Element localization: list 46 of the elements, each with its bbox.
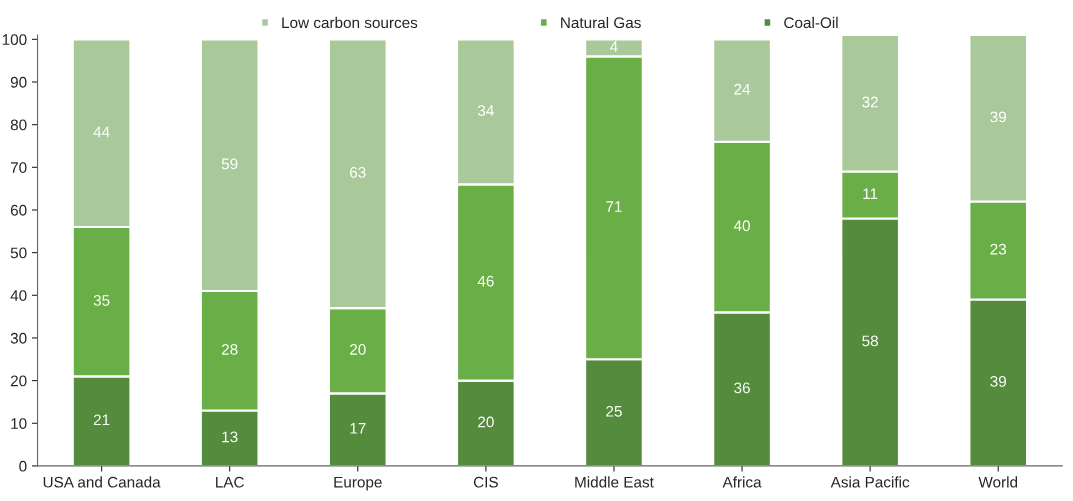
x-tick-label: World (978, 476, 1018, 488)
data-label: 58 (862, 335, 878, 347)
y-tick-label: 40 (10, 290, 27, 301)
data-label: 11 (863, 188, 878, 199)
data-label: 39 (990, 376, 1006, 387)
data-label: 40 (733, 220, 750, 232)
legend-label: Coal-Oil (784, 16, 838, 29)
data-label: 39 (990, 111, 1006, 123)
data-label: 24 (734, 83, 751, 95)
data-label: 25 (606, 405, 622, 417)
x-tick-label: USA and Canada (43, 476, 161, 488)
y-tick-label: 100 (2, 34, 27, 46)
x-tick-label: Africa (722, 476, 762, 488)
y-tick-label: 70 (10, 162, 27, 173)
data-label: 17 (350, 423, 366, 434)
data-label: 59 (221, 158, 238, 170)
legend-label: Natural Gas (561, 16, 641, 29)
y-tick-label: 80 (10, 119, 27, 131)
data-label: 20 (350, 344, 366, 355)
y-tick-label: 60 (10, 204, 27, 216)
data-label: 35 (93, 294, 110, 306)
data-label: 34 (477, 105, 494, 116)
data-label: 21 (93, 414, 110, 426)
y-tick-label: 90 (10, 76, 27, 88)
y-tick-label: 20 (10, 375, 27, 387)
data-label: 44 (93, 126, 110, 138)
x-tick-label: CIS (473, 476, 498, 488)
x-tick-label: Middle East (575, 476, 654, 488)
data-label: 20 (478, 416, 494, 428)
y-tick-label: 0 (19, 460, 27, 472)
x-tick-label: Europe (334, 476, 382, 491)
data-label: 63 (350, 167, 366, 178)
data-label: 46 (477, 275, 494, 287)
x-tick-label: LAC (216, 476, 244, 488)
y-tick-label: 30 (10, 332, 27, 344)
data-label: 71 (606, 201, 622, 212)
data-label: 32 (862, 96, 878, 108)
data-label: 28 (221, 344, 238, 355)
data-label: 36 (734, 382, 750, 394)
legend-label: Low carbon sources (282, 16, 418, 29)
y-tick-label: 10 (11, 418, 27, 429)
data-label: 13 (222, 431, 238, 443)
x-tick-label: Asia Pacific (830, 476, 910, 488)
data-label: 4 (610, 41, 618, 52)
y-tick-label: 50 (10, 247, 27, 259)
data-label: 23 (990, 243, 1007, 255)
